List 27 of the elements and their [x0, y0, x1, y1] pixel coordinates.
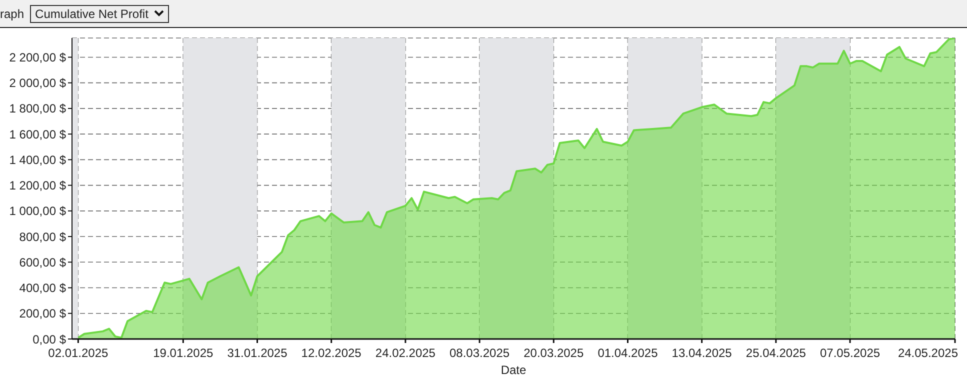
x-tick-label: 24.05.2025	[898, 346, 958, 360]
y-tick-label: 2 200,00 $	[9, 50, 66, 64]
y-tick-label: 600,00 $	[19, 255, 66, 270]
x-tick-label: 25.04.2025	[746, 346, 806, 360]
y-tick-label: 2 000,00 $	[9, 76, 66, 90]
x-tick-label: 08.03.2025	[450, 346, 510, 360]
y-tick-label: 200,00 $	[19, 306, 66, 321]
y-tick-label: 1 000,00 $	[9, 204, 66, 218]
y-tick-label: 400,00 $	[19, 281, 66, 296]
x-tick-label: 12.02.2025	[301, 346, 362, 360]
y-tick-label: 1 200,00 $	[9, 178, 66, 193]
x-tick-label: 31.01.2025	[227, 346, 288, 360]
x-axis-title: Date	[500, 363, 526, 376]
y-tick-label: 1 600,00 $	[9, 127, 66, 142]
x-tick-label: 13.04.2025	[672, 346, 732, 360]
x-tick-label: 01.04.2025	[598, 346, 658, 360]
x-tick-label: 07.05.2025	[820, 346, 880, 360]
text: raph	[0, 6, 24, 20]
y-tick-label: 1 800,00 $	[9, 102, 66, 116]
y-tick-label: 800,00 $	[19, 230, 66, 244]
y-tick-label: 0,00 $	[32, 332, 66, 346]
x-tick-label: 19.01.2025	[153, 346, 214, 360]
x-tick-label: 24.02.2025	[375, 346, 436, 360]
y-tick-label: 1 400,00 $	[9, 152, 66, 167]
chart-title: Cumulative Net Profit	[35, 6, 148, 20]
x-tick-label: 20.03.2025	[524, 346, 584, 360]
x-tick-label: 02.01.2025	[48, 346, 109, 360]
